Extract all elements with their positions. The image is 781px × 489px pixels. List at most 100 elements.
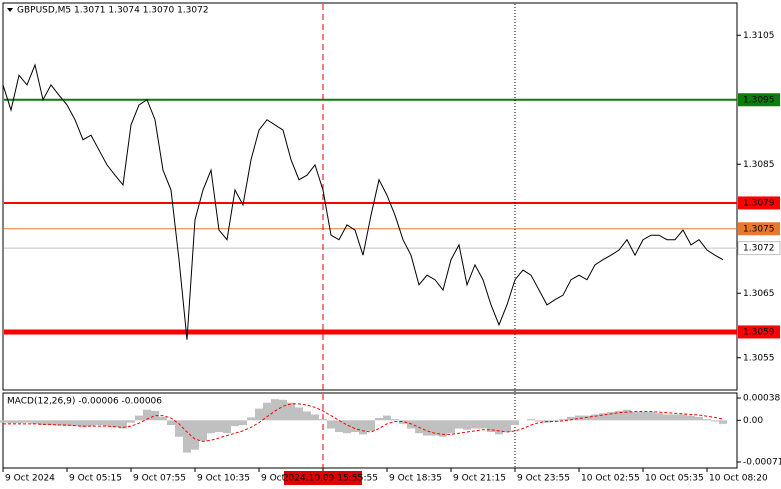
macd-bar xyxy=(623,409,631,421)
macd-bar xyxy=(447,420,455,434)
macd-bar xyxy=(559,419,567,421)
macd-bar xyxy=(655,413,663,421)
x-tick-label: 9 Oct 21:15 xyxy=(453,474,506,484)
macd-bar xyxy=(23,420,31,423)
macd-bar xyxy=(455,420,463,429)
macd-title: MACD(12,26,9) -0.00006 -0.00006 xyxy=(7,397,162,407)
macd-bar xyxy=(287,402,295,421)
macd-bar xyxy=(223,420,231,434)
macd-bar xyxy=(271,399,279,421)
level-label: 1.3072 xyxy=(743,244,775,254)
macd-bar xyxy=(183,420,191,453)
macd-bar xyxy=(599,413,607,421)
macd-bar xyxy=(175,420,183,437)
macd-bar xyxy=(79,420,87,428)
macd-bar xyxy=(719,420,727,424)
y-tick-label: -0.00071 xyxy=(743,458,781,468)
macd-bar xyxy=(663,414,671,421)
macd-bar xyxy=(639,412,647,421)
macd-bar xyxy=(703,419,711,421)
macd-bar xyxy=(47,420,55,426)
x-tick-label: 9 Oct 05:15 xyxy=(69,474,122,484)
x-tick-label: 10 Oct 02:55 xyxy=(581,474,640,484)
macd-bar xyxy=(335,420,343,433)
macd-bar xyxy=(127,420,135,423)
macd-bar xyxy=(39,420,47,426)
crosshair-label-bg xyxy=(284,471,362,485)
macd-bar xyxy=(247,417,255,421)
macd-bar xyxy=(535,420,543,422)
macd-bar xyxy=(319,419,327,421)
macd-bar xyxy=(199,420,207,441)
macd-bar xyxy=(687,415,695,421)
macd-bar xyxy=(503,420,511,433)
macd-bar xyxy=(151,410,159,421)
macd-bar xyxy=(311,414,319,421)
y-tick-label: 0.00 xyxy=(743,416,763,426)
macd-bar xyxy=(399,420,407,424)
macd-bar xyxy=(343,420,351,434)
x-tick-label: 10 Oct 05:35 xyxy=(645,474,704,484)
chart-title: GBPUSD,M5 1.3071 1.3074 1.3070 1.3072 xyxy=(17,6,209,16)
macd-bar xyxy=(631,412,639,421)
macd-bar xyxy=(119,420,127,429)
macd-bar xyxy=(415,420,423,434)
x-tick-label: 10 Oct 08:20 xyxy=(709,474,768,484)
level-label: 1.3075 xyxy=(743,224,775,234)
macd-bar xyxy=(231,420,239,427)
x-tick-label: 9 Oct 2024 xyxy=(5,474,55,484)
level-label: 1.3079 xyxy=(743,198,775,208)
crosshair-label: 2024.10.09 15:55 xyxy=(283,474,363,484)
macd-bar xyxy=(327,420,335,429)
price-line xyxy=(2,63,724,340)
macd-bar xyxy=(695,416,703,421)
macd-bar xyxy=(143,409,151,421)
macd-bar xyxy=(711,420,719,422)
macd-panel xyxy=(2,392,738,469)
signal-line xyxy=(3,403,724,442)
macd-bar xyxy=(191,420,199,450)
macd-bar xyxy=(111,420,119,428)
macd-bar xyxy=(263,402,271,421)
macd-bar xyxy=(359,420,367,435)
macd-bar xyxy=(207,420,215,434)
macd-bar xyxy=(439,420,447,437)
level-label-bg xyxy=(738,93,780,107)
macd-bar xyxy=(567,416,575,421)
main-panel xyxy=(2,2,738,391)
macd-bar xyxy=(615,410,623,421)
macd-bar xyxy=(431,420,439,436)
macd-bar xyxy=(55,420,63,426)
macd-bar xyxy=(471,420,479,429)
macd-bar xyxy=(87,420,95,427)
macd-bar xyxy=(367,420,375,431)
y-tick-label: 1.3105 xyxy=(743,31,775,41)
macd-bar xyxy=(215,420,223,433)
x-tick-label: 9 Oct 07:55 xyxy=(133,474,186,484)
macd-bar xyxy=(527,419,535,421)
macd-bar xyxy=(31,420,39,424)
x-tick-label: 9 Oct 10:35 xyxy=(197,474,250,484)
macd-bar xyxy=(671,414,679,421)
macd-bar xyxy=(679,414,687,421)
level-label-bg xyxy=(738,222,780,236)
macd-bar xyxy=(135,415,143,421)
macd-bar xyxy=(63,420,71,427)
y-tick-label: 1.3085 xyxy=(743,160,775,170)
y-tick-label: 1.3055 xyxy=(743,353,775,363)
macd-bar xyxy=(495,420,503,435)
macd-bar xyxy=(303,411,311,421)
macd-bar xyxy=(591,414,599,421)
macd-bar xyxy=(575,415,583,421)
level-label-bg xyxy=(737,241,781,256)
macd-bar xyxy=(255,408,263,421)
level-label-bg xyxy=(738,196,780,210)
macd-bar xyxy=(279,399,287,421)
y-tick-label: 0.00038 xyxy=(743,394,780,404)
macd-bar xyxy=(479,420,487,429)
macd-bar xyxy=(551,420,559,422)
macd-bar xyxy=(95,420,103,426)
macd-bar xyxy=(463,420,471,430)
